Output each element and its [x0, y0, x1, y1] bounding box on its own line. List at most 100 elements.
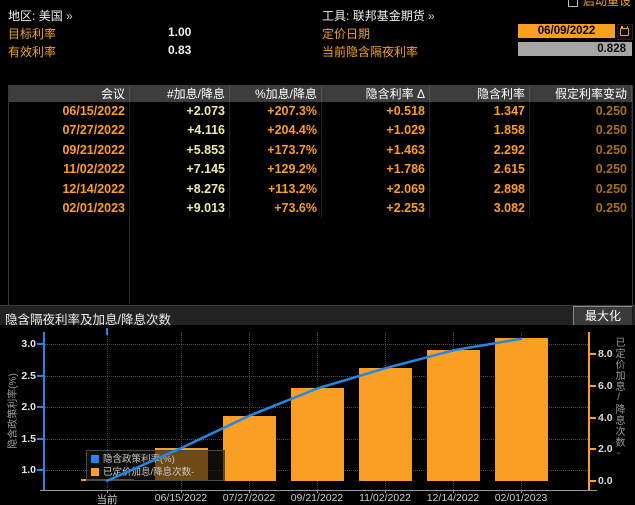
- table-cell: 0.250: [530, 160, 632, 180]
- right-axis-line: [588, 332, 590, 491]
- x-axis-label: 07/27/2022: [222, 492, 276, 504]
- table-cell: +207.3%: [230, 102, 322, 122]
- tool-value[interactable]: 联邦基金期货: [352, 9, 425, 23]
- table-cell: +1.786: [322, 160, 430, 180]
- tool-row[interactable]: 工具: 联邦基金期货 »: [322, 7, 435, 24]
- tool-label: 工具:: [322, 9, 350, 23]
- table-cell: +1.029: [322, 121, 430, 141]
- table-filler: [9, 218, 632, 305]
- table-cell: 07/27/2022: [9, 121, 130, 141]
- table-row[interactable]: 07/27/2022 +4.116 +204.4% +1.029 1.858 0.250: [9, 121, 632, 141]
- table-cell: 0.250: [530, 140, 632, 161]
- calendar-icon: [620, 26, 629, 36]
- calendar-button[interactable]: [617, 24, 633, 40]
- x-axis-label: 12/14/2022: [426, 492, 480, 504]
- legend-label-line: 隐含政策利率(%): [103, 454, 175, 465]
- table-cell: 02/01/2023: [9, 198, 130, 219]
- left-tick-label: 2.0: [21, 401, 36, 413]
- tool-chevron-icon[interactable]: »: [428, 9, 435, 23]
- reset-label: 启动重设: [582, 0, 631, 8]
- right-tick: [590, 416, 596, 419]
- region-value[interactable]: 美国: [38, 9, 63, 23]
- legend-swatch-blue: [91, 455, 99, 463]
- table-cell: 1.347: [430, 102, 530, 122]
- right-tick-label: 8.0: [598, 348, 613, 360]
- table-cell: +2.073: [130, 102, 230, 122]
- table-row[interactable]: 11/02/2022 +7.145 +129.2% +1.786 2.615 0.250: [9, 160, 632, 180]
- table-cell: 06/15/2022: [9, 102, 130, 122]
- col-pct-hike: %加息/降息: [230, 86, 322, 102]
- target-rate-value: 1.00: [168, 25, 192, 39]
- table-cell: 2.292: [430, 140, 530, 161]
- table-cell: +4.116: [130, 121, 230, 141]
- implied-on-rate-label: 当前隐含隔夜利率: [322, 45, 419, 59]
- meetings-table: 会议 #加息/降息 %加息/降息 隐含利率 Δ 隐含利率 假定利率变动 06/1…: [8, 85, 633, 306]
- left-tick: [37, 374, 43, 377]
- x-tick: [181, 490, 182, 493]
- table-row[interactable]: 06/15/2022 +2.073 +207.3% +0.518 1.347 0.250: [9, 102, 632, 122]
- table-row[interactable]: 02/01/2023 +9.013 +73.6% +2.253 3.082 0.250: [9, 198, 632, 219]
- region-label: 地区:: [8, 9, 36, 23]
- left-tick-label: 2.5: [21, 369, 36, 382]
- x-axis-label: 当前: [96, 494, 118, 505]
- chart-header-bar: 隐含隔夜利率及加息/降息次数 最大化: [0, 305, 635, 327]
- left-tick-label: 1.0: [21, 464, 36, 476]
- x-tick: [521, 490, 522, 493]
- maximize-button[interactable]: 最大化: [573, 306, 633, 326]
- col-implied-rate: 隐含利率: [430, 86, 530, 102]
- effective-rate-value: 0.83: [168, 43, 192, 57]
- x-axis-label: 09/21/2022: [290, 492, 344, 504]
- table-row[interactable]: 09/21/2022 +5.853 +173.7% +1.463 2.292 0.250: [9, 140, 632, 161]
- legend-swatch-orange: [91, 468, 99, 476]
- table-cell: 2.898: [430, 179, 530, 199]
- x-axis-label: 11/02/2022: [359, 492, 411, 504]
- table-cell: 0.250: [530, 121, 632, 141]
- table-cell: +173.7%: [230, 140, 322, 161]
- pricing-date-input[interactable]: 06/09/2022: [518, 24, 615, 38]
- table-cell: +204.4%: [230, 121, 322, 141]
- right-tick: [590, 448, 596, 451]
- x-tick: [317, 490, 318, 493]
- table-cell: 1.858: [430, 121, 530, 141]
- table-cell: 12/14/2022: [9, 179, 130, 199]
- hike-count-bar: [222, 415, 276, 481]
- x-tick: [453, 490, 454, 493]
- right-tick-label: 0.0: [598, 475, 613, 487]
- table-cell: +9.013: [130, 198, 230, 219]
- col-implied-delta: 隐含利率 Δ: [322, 86, 430, 102]
- table-cell: +8.276: [130, 179, 230, 199]
- table-cell: 0.250: [530, 179, 632, 199]
- rate-chart[interactable]: 隐含政策利率(%) 已定价加息/降息次数- 隐含政策利率(%) 已定价加息/降息…: [0, 325, 635, 505]
- implied-on-rate-input[interactable]: 0.828: [518, 42, 632, 56]
- pricing-date-label: 定价日期: [322, 27, 371, 41]
- bottom-axis-line: [40, 490, 597, 491]
- region-row[interactable]: 地区: 美国 »: [8, 7, 73, 24]
- table-row[interactable]: 12/14/2022 +8.276 +113.2% +2.069 2.898 0.250: [9, 179, 632, 199]
- hike-count-bar: [290, 388, 344, 481]
- table-cell: +2.253: [322, 198, 430, 219]
- col-assumed-move: 假定利率变动: [530, 86, 632, 102]
- legend-item-bar: 已定价加息/降息次数-: [91, 466, 220, 479]
- x-tick: [249, 490, 250, 493]
- reset-row[interactable]: 启动重设: [567, 0, 631, 9]
- target-rate-label: 目标利率: [8, 27, 57, 41]
- reset-checkbox[interactable]: [567, 0, 578, 7]
- table-cell: 09/21/2022: [9, 140, 130, 161]
- legend-item-line: 隐含政策利率(%): [91, 453, 220, 466]
- table-cell: +7.145: [130, 160, 230, 180]
- region-chevron-icon[interactable]: »: [66, 9, 73, 23]
- hike-count-bar: [426, 349, 480, 481]
- right-axis-title: 已定价加息/降息次数-: [613, 337, 624, 460]
- x-tick: [107, 490, 108, 493]
- table-cell: +0.518: [322, 102, 430, 122]
- current-top-tick: [106, 328, 108, 335]
- table-header-row: 会议 #加息/降息 %加息/降息 隐含利率 Δ 隐含利率 假定利率变动: [9, 86, 632, 102]
- table-cell: +129.2%: [230, 160, 322, 180]
- chart-legend: 隐含政策利率(%) 已定价加息/降息次数-: [86, 450, 225, 481]
- table-cell: +113.2%: [230, 179, 322, 199]
- table-cell: 2.615: [430, 160, 530, 180]
- table-cell: 0.250: [530, 102, 632, 122]
- table-body: 06/15/2022 +2.073 +207.3% +0.518 1.347 0.250 0…: [9, 102, 632, 219]
- table-cell: 11/02/2022: [9, 160, 130, 180]
